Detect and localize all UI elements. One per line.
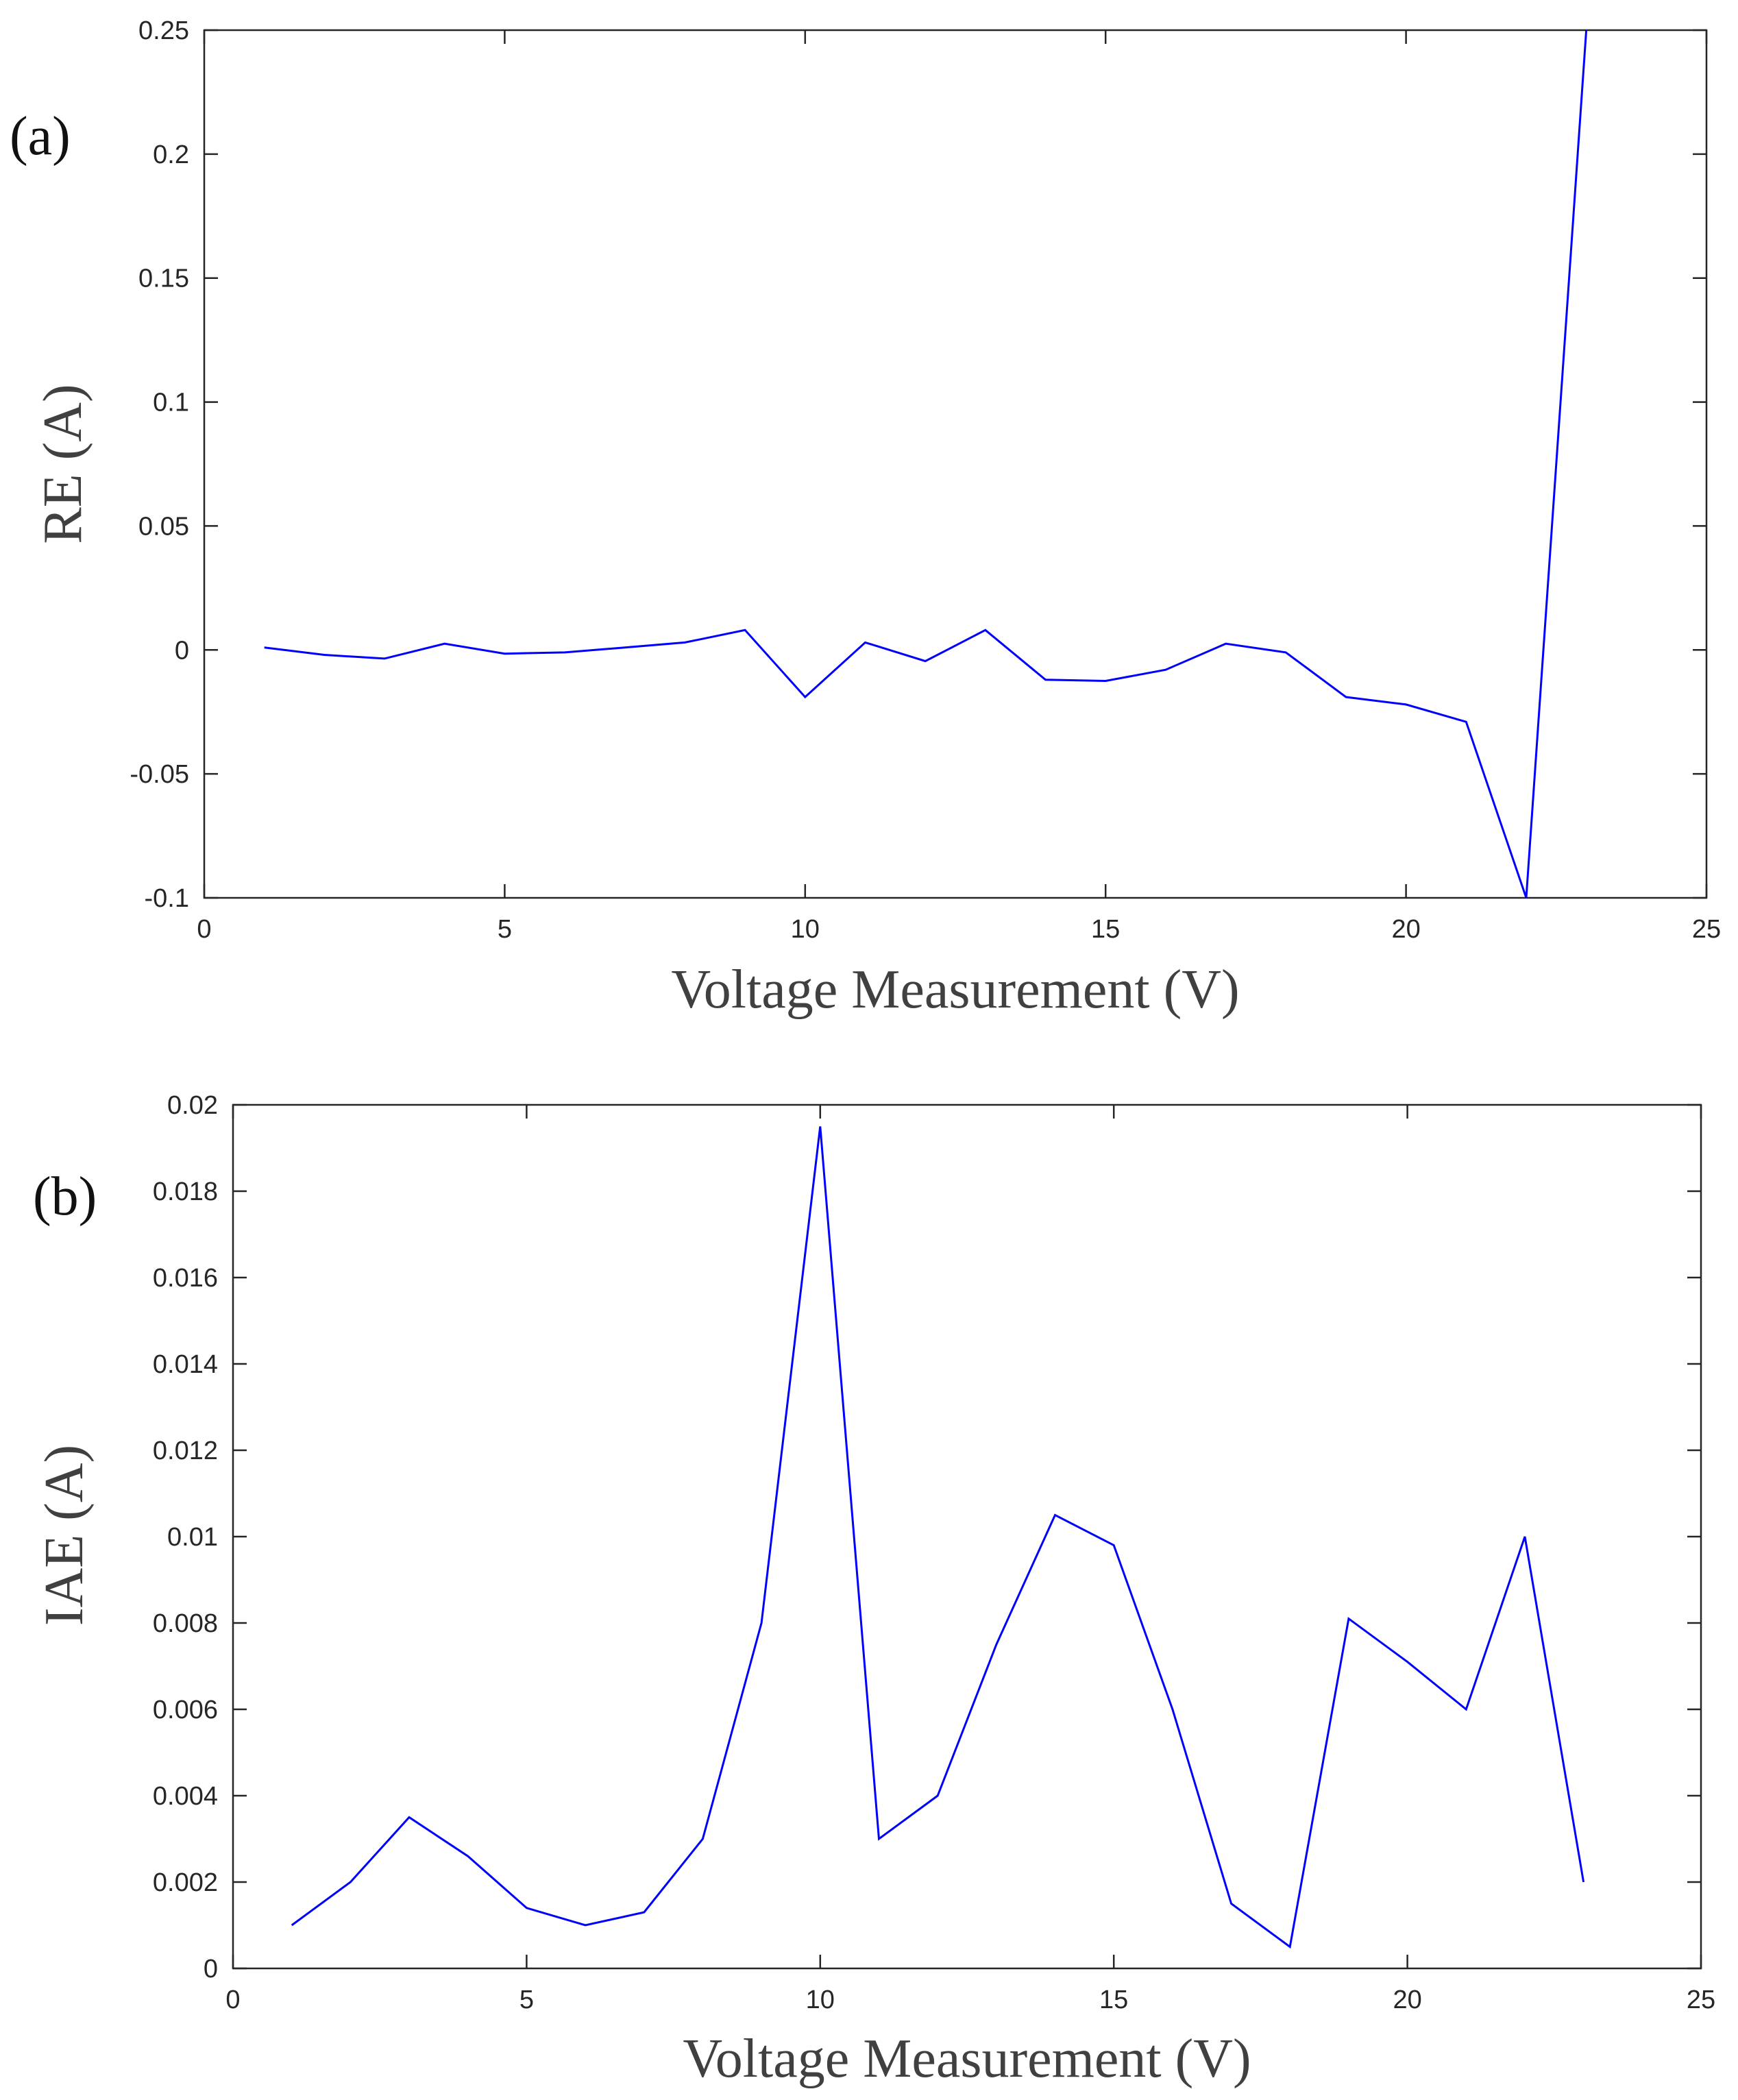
- x-tick-label: 5: [519, 1986, 534, 2014]
- x-axis-label-a: Voltage Measurement (V): [671, 960, 1239, 1020]
- y-tick-label: 0.01: [167, 1523, 218, 1552]
- panel-label-b: (b): [33, 1167, 97, 1227]
- y-tick-label: 0.004: [153, 1782, 218, 1811]
- x-tick-label: 10: [791, 915, 820, 944]
- plot-frame-b: [232, 1103, 1702, 1970]
- plot-frame-a: [203, 29, 1708, 899]
- y-tick-label: 0.05: [138, 512, 189, 541]
- x-axis-label-b: Voltage Measurement (V): [683, 2029, 1251, 2089]
- y-tick-label: -0.05: [130, 760, 189, 789]
- x-tick-label: 5: [498, 915, 512, 944]
- y-axis-label-b: IAE (A): [34, 1445, 95, 1626]
- y-tick-label: 0: [175, 636, 189, 665]
- tick-marks-b: [232, 1103, 1702, 1970]
- x-tick-label: 25: [1692, 915, 1721, 944]
- y-tick-label: 0.2: [153, 141, 189, 169]
- y-tick-label: 0.012: [153, 1437, 218, 1465]
- y-tick-label: 0.018: [153, 1177, 218, 1206]
- tick-labels-a: 0 5 10 15 20 25 -0.1 -0.05 0 0.05 0.1 0.15 0.2 0.25: [130, 16, 1721, 944]
- y-tick-label: 0.014: [153, 1350, 218, 1379]
- tick-labels-b: 0 5 10 15 20 25 0 0.002 0.004 0.006 0.008 0.01 0.012…: [153, 1091, 1715, 2014]
- y-tick-label: 0.002: [153, 1868, 218, 1897]
- tick-marks-a: [203, 29, 1708, 899]
- x-tick-label: 15: [1099, 1986, 1128, 2014]
- series-line-iae: [291, 1126, 1585, 1949]
- y-axis-label-a: RE (A): [33, 384, 93, 544]
- y-tick-label: 0.02: [167, 1091, 218, 1120]
- x-tick-label: 0: [225, 1986, 240, 2014]
- y-tick-label: 0.008: [153, 1609, 218, 1638]
- x-tick-label: 10: [806, 1986, 835, 2014]
- x-tick-label: 25: [1687, 1986, 1715, 2014]
- y-tick-label: -0.1: [145, 884, 189, 913]
- chart-panel-b: 0 5 10 15 20 25 0 0.002 0.004 0.006 0.008 0.01 0.012…: [33, 1091, 1715, 2089]
- y-tick-label: 0.1: [153, 389, 189, 417]
- chart-panel-a: 0 5 10 15 20 25 -0.1 -0.05 0 0.05 0.1 0.15 0.2 0.25 (…: [10, 16, 1721, 1020]
- y-tick-label: 0.15: [138, 265, 189, 293]
- panel-label-a: (a): [10, 106, 71, 167]
- series-line-re: [264, 29, 1588, 899]
- y-tick-label: 0: [204, 1955, 218, 1983]
- y-tick-label: 0.006: [153, 1696, 218, 1724]
- y-tick-label: 0.016: [153, 1264, 218, 1293]
- x-tick-label: 20: [1391, 915, 1420, 944]
- x-tick-label: 15: [1091, 915, 1120, 944]
- x-tick-label: 20: [1393, 1986, 1421, 2014]
- y-tick-label: 0.25: [138, 16, 189, 45]
- x-tick-label: 0: [197, 915, 211, 944]
